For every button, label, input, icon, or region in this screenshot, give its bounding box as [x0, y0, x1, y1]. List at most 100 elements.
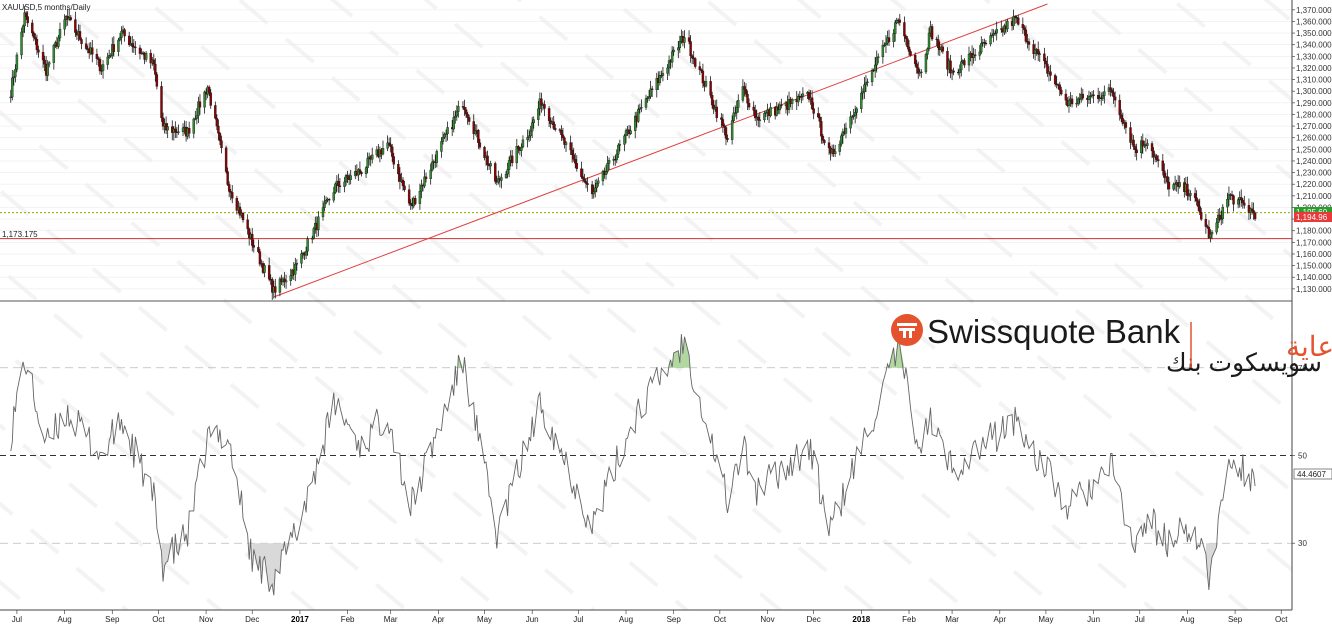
candle-body	[131, 43, 134, 47]
candle-body	[429, 169, 432, 179]
candle-body	[346, 175, 349, 179]
candle	[23, 6, 26, 34]
candle-body	[990, 34, 994, 36]
candle-body	[569, 142, 572, 151]
candle	[810, 90, 814, 111]
candle-body	[807, 92, 811, 100]
candle-body	[283, 278, 286, 283]
candle	[1049, 64, 1052, 81]
candle	[1236, 197, 1240, 209]
candle	[732, 106, 735, 123]
candle	[655, 72, 658, 98]
candle-body	[337, 180, 340, 187]
candle-body	[194, 118, 197, 120]
candle	[723, 123, 726, 136]
candle	[1209, 229, 1212, 243]
candle-body	[1193, 193, 1197, 198]
candle-body	[1021, 24, 1025, 29]
candle-body	[787, 99, 791, 110]
candle	[91, 39, 94, 63]
candle-body	[454, 115, 457, 118]
candle	[486, 150, 489, 171]
candle-body	[637, 109, 640, 122]
candle-body	[389, 144, 392, 148]
candle	[203, 90, 206, 114]
candle-body	[251, 233, 254, 246]
candle	[1113, 91, 1117, 108]
candle	[467, 114, 471, 126]
trendline[interactable]	[273, 3, 1048, 298]
candle	[580, 161, 583, 179]
candle	[572, 147, 575, 162]
candle	[207, 85, 211, 97]
candle	[227, 181, 231, 198]
candle-body	[689, 41, 692, 57]
candle-body	[510, 155, 514, 164]
candle-body	[1206, 226, 1209, 228]
candle-body	[1067, 99, 1071, 106]
candle	[238, 202, 242, 219]
candle-body	[15, 54, 19, 70]
candle-body	[694, 58, 697, 67]
candle	[1189, 190, 1192, 202]
candle-body	[1058, 84, 1061, 91]
candle	[278, 276, 282, 297]
candle-body	[127, 35, 131, 45]
price-tick-label: 1,210.000	[1296, 192, 1332, 201]
candle-body	[941, 46, 945, 52]
candle	[1161, 154, 1165, 176]
candle-body	[123, 29, 126, 37]
candle	[801, 87, 805, 101]
candle-body	[915, 63, 918, 68]
candle	[920, 69, 923, 78]
candle	[423, 169, 426, 189]
candle	[838, 140, 841, 156]
candle-body	[364, 167, 368, 174]
candle-body	[903, 22, 906, 37]
candle-body	[1081, 93, 1085, 99]
candle-body	[392, 156, 395, 165]
candle	[477, 129, 480, 150]
candle-body	[898, 19, 901, 23]
candle-body	[1167, 181, 1171, 190]
candle-body	[866, 81, 869, 83]
candle	[52, 43, 56, 70]
candle	[284, 274, 288, 289]
candle-body	[823, 140, 826, 143]
candle-body	[218, 133, 222, 141]
candle-body	[1141, 140, 1145, 147]
candle-body	[257, 247, 260, 252]
candle-body	[764, 112, 768, 114]
candle-body	[909, 51, 912, 56]
candle-body	[1152, 150, 1155, 158]
candle-body	[1037, 49, 1040, 55]
candle	[312, 226, 315, 240]
candle-body	[472, 121, 475, 134]
candle	[414, 195, 417, 206]
candle-body	[24, 12, 28, 17]
candle-body	[149, 52, 152, 64]
rsi-tick-label: 50	[1298, 452, 1307, 461]
candle-body	[1033, 49, 1037, 54]
candle-body	[1215, 222, 1218, 233]
candle	[1055, 76, 1058, 89]
candle-body	[1070, 98, 1074, 105]
candle-body	[850, 116, 854, 118]
candle	[833, 144, 837, 157]
candle-body	[617, 144, 620, 155]
candle	[852, 108, 855, 120]
candle-body	[864, 82, 868, 85]
candle-body	[192, 118, 196, 134]
candle-body	[440, 141, 443, 152]
candle	[1033, 43, 1037, 61]
candle	[483, 145, 486, 161]
price-tick-label: 1,150.000	[1296, 262, 1332, 271]
candle-body	[14, 69, 17, 78]
candle-body	[435, 151, 439, 163]
rsi-value-badge: 44.4607	[1293, 468, 1332, 480]
candle-body	[338, 185, 342, 187]
candle-body	[790, 99, 794, 104]
candle	[215, 114, 219, 131]
candle-body	[852, 115, 855, 117]
